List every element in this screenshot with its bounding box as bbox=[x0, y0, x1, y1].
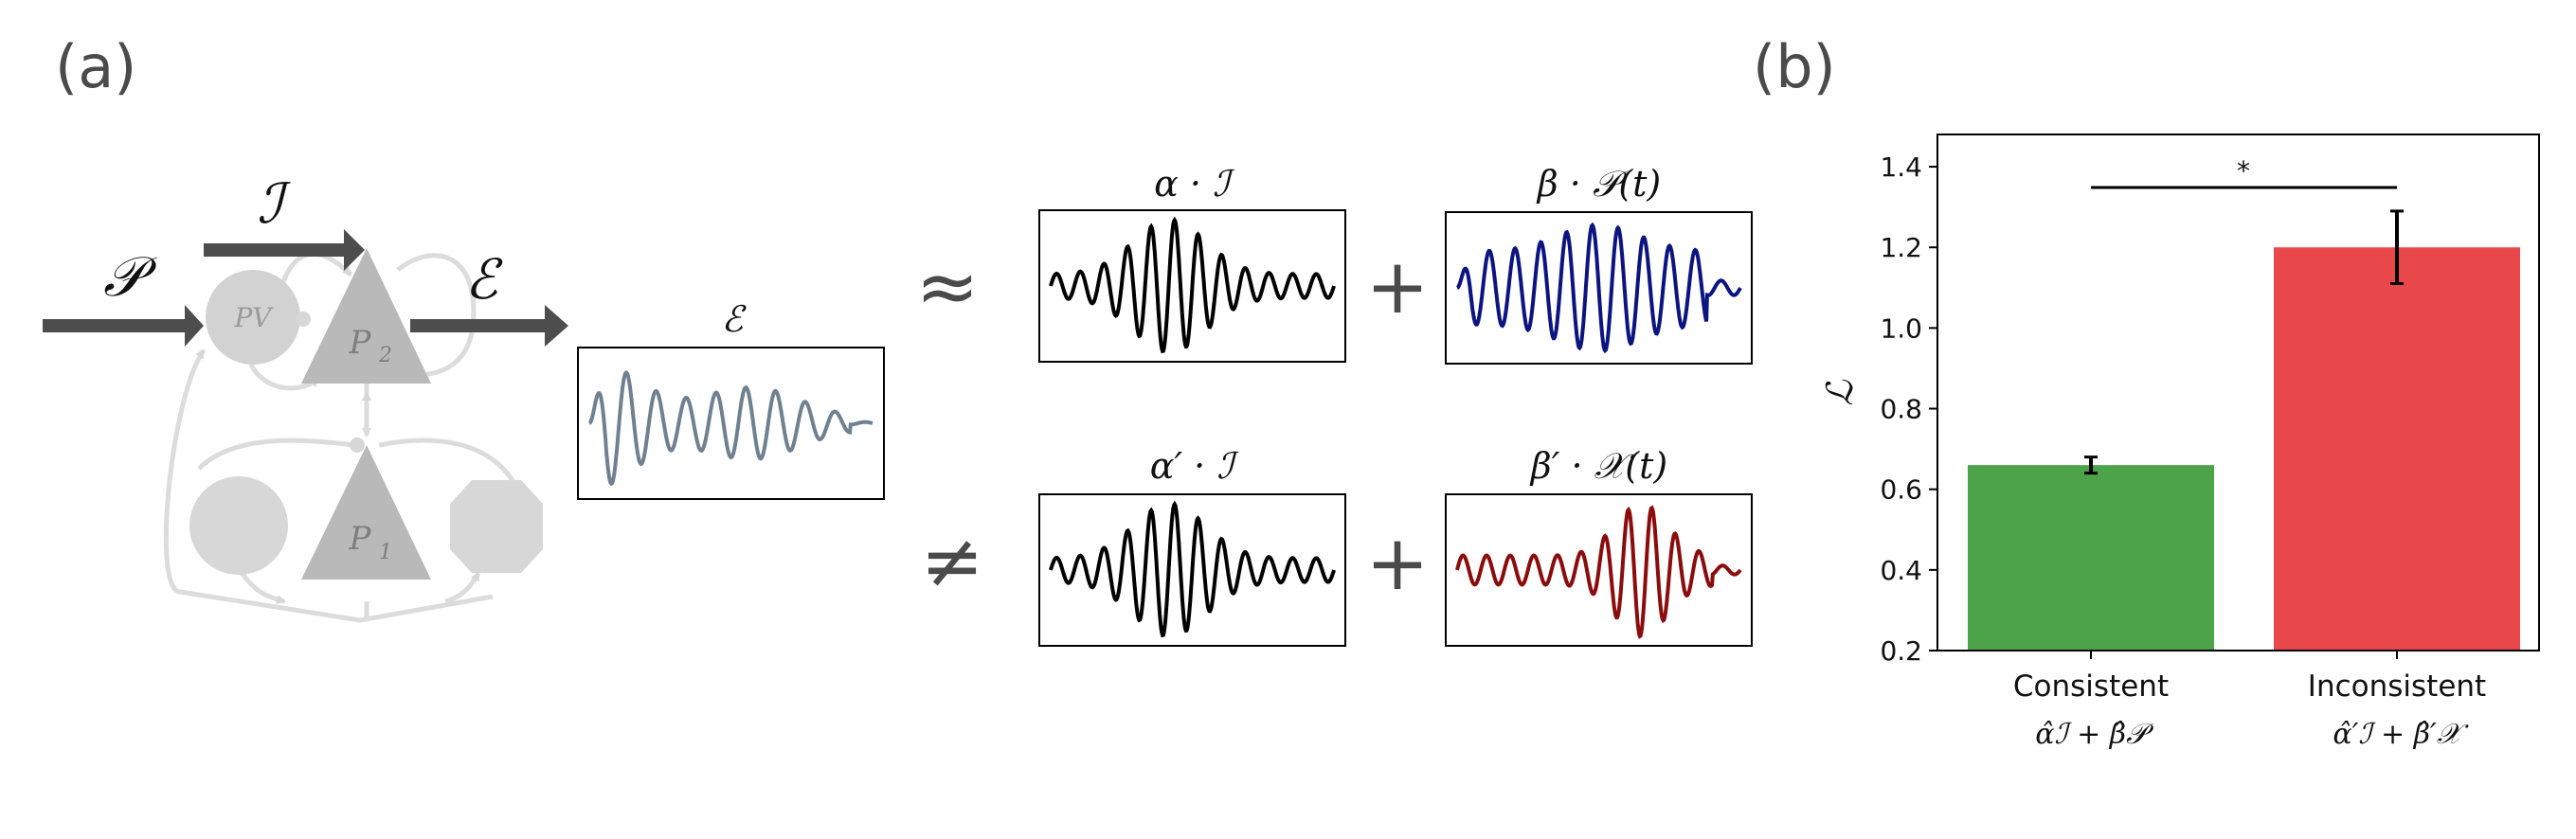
svg-text:P: P bbox=[349, 520, 372, 558]
bottom-plus-symbol: + bbox=[1365, 519, 1429, 607]
x-tick-formula: α̂′ℐ + β̂′𝒳 bbox=[2333, 718, 2469, 751]
svg-text:𝒫: 𝒫 bbox=[103, 244, 157, 309]
input-p-arrow: 𝒫 bbox=[43, 244, 204, 347]
input-i-arrow: ℐ bbox=[204, 171, 365, 271]
y-tick-label: 0.4 bbox=[1880, 555, 1922, 586]
bottom-term2-wave bbox=[1455, 505, 1742, 639]
svg-text:ℐ: ℐ bbox=[257, 171, 291, 236]
panel-b-label: (b) bbox=[1753, 32, 1836, 101]
signal-e-title: ℰ bbox=[721, 298, 747, 340]
top-term1-label: α · ℐ bbox=[1154, 163, 1235, 205]
y-tick-label: 0.8 bbox=[1880, 394, 1922, 425]
top-plus-symbol: + bbox=[1365, 242, 1429, 330]
output-e-arrow: ℰ bbox=[410, 247, 568, 347]
svg-text:2: 2 bbox=[378, 344, 392, 367]
pv-node: PV bbox=[206, 270, 300, 365]
top-term1-wave bbox=[1049, 216, 1336, 354]
bottom-term1-wave bbox=[1049, 500, 1336, 638]
interneuron-octagon bbox=[450, 480, 543, 573]
y-tick-label: 1.4 bbox=[1880, 152, 1922, 183]
bar-inconsistent bbox=[2274, 247, 2520, 651]
svg-text:P: P bbox=[349, 324, 372, 362]
top-term2-label: β · 𝒫(t) bbox=[1536, 163, 1662, 205]
y-axis-label: ℒ bbox=[1819, 379, 1861, 406]
signal-e-wave bbox=[588, 370, 874, 487]
plot-frame bbox=[1937, 134, 2540, 652]
neq-symbol: ≠ bbox=[920, 517, 983, 605]
x-tick-formula: α̂ℐ + β̂𝒫 bbox=[2035, 718, 2154, 751]
y-tick-label: 0.6 bbox=[1880, 474, 1922, 506]
p1-node: P 1 bbox=[301, 445, 431, 580]
svg-text:1: 1 bbox=[379, 541, 392, 564]
x-tick-label: Consistent bbox=[2013, 669, 2169, 704]
top-term2-wave bbox=[1456, 222, 1742, 354]
bottom-term1-box bbox=[1038, 493, 1346, 647]
x-tick-label: Inconsistent bbox=[2308, 669, 2486, 704]
panel-a-label: (a) bbox=[55, 32, 136, 101]
bottom-term1-label: α′ · ℐ bbox=[1150, 445, 1240, 487]
signal-e-box bbox=[577, 347, 885, 500]
circuit-connections bbox=[163, 251, 522, 623]
svg-text:PV: PV bbox=[233, 302, 274, 333]
y-tick-label: 1.2 bbox=[1880, 232, 1922, 263]
bar-chart: 0.2 0.4 0.6 0.8 1.0 1.2 1.4 ℒ Consistent α̂ℐ + β̂… bbox=[1819, 134, 2540, 751]
interneuron-circle bbox=[189, 476, 288, 575]
y-tick-label: 1.0 bbox=[1880, 312, 1922, 344]
p1-synapse-dot bbox=[350, 437, 365, 453]
bottom-term2-label: β′ · 𝒳(t) bbox=[1529, 445, 1667, 487]
p2-node: P 2 bbox=[301, 248, 431, 384]
svg-text:ℰ: ℰ bbox=[464, 247, 503, 312]
significance-star: * bbox=[2237, 155, 2250, 187]
approx-symbol: ≈ bbox=[915, 242, 979, 330]
pv-synapse-dot bbox=[296, 312, 311, 327]
bar-consistent bbox=[1968, 465, 2214, 651]
y-tick-label: 0.2 bbox=[1880, 635, 1922, 667]
